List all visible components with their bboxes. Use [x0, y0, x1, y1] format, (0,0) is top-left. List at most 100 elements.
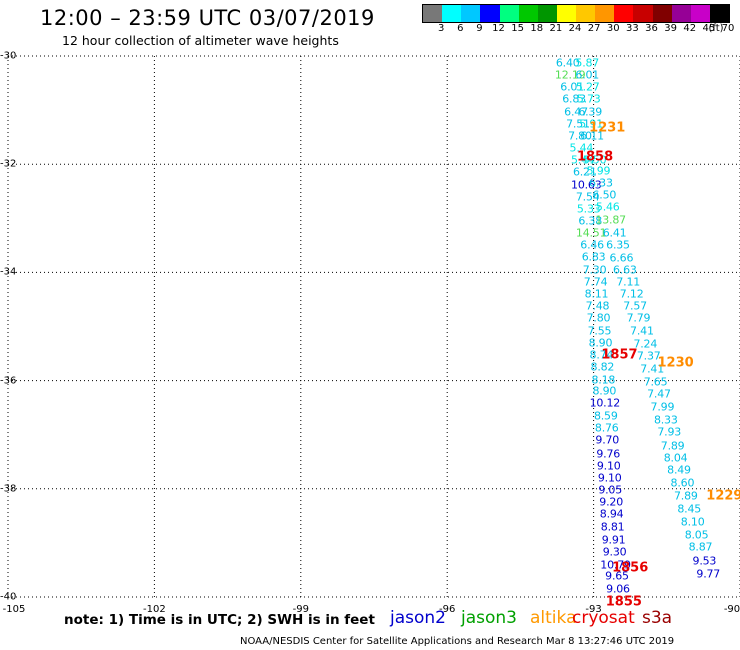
wave-height-value: 8.82	[590, 360, 615, 374]
color-swatch	[614, 5, 634, 22]
wave-height-value: 8.60	[670, 476, 695, 490]
longitude-tick-label: -90	[723, 604, 740, 615]
wave-height-value: 7.41	[640, 362, 665, 376]
wave-height-value: 7.65	[643, 375, 668, 389]
wave-height-value: 7.93	[657, 425, 682, 439]
wave-height-value: 9.77	[696, 567, 721, 581]
pass-time-label: 1230	[657, 355, 694, 371]
pass-time-label: 1858	[576, 149, 614, 165]
wave-height-value: 6.01	[560, 80, 584, 94]
satellite-legend-item: s3a	[642, 608, 673, 628]
wave-height-value: 6.47	[564, 105, 588, 119]
color-swatch	[461, 5, 481, 22]
color-swatch	[499, 5, 519, 22]
wave-height-value: 8.76	[594, 421, 619, 435]
color-scale-bar	[422, 4, 730, 23]
wave-height-value: 6.63	[612, 263, 637, 277]
color-scale-unit: (ft)	[708, 23, 724, 34]
wave-height-value: 7.80	[568, 129, 592, 143]
color-scale-label: 30	[606, 23, 620, 34]
wave-height-value: 6.35	[606, 238, 630, 252]
wave-height-value: 7.99	[650, 400, 675, 414]
wave-height-value: 8.11	[584, 287, 609, 301]
satellite-legend-item: cryosat	[572, 608, 635, 628]
wave-height-value: 10.79	[600, 558, 631, 572]
color-scale-label: 39	[664, 23, 677, 34]
color-swatch	[633, 5, 653, 22]
color-swatch	[652, 5, 672, 22]
wave-height-value: 5.99	[586, 164, 611, 178]
latitude-tick-label: -38	[0, 483, 17, 495]
latitude-tick-label: -30	[0, 50, 17, 62]
wave-height-value: 8.05	[684, 528, 709, 542]
color-scale-label: 27	[587, 23, 601, 34]
wave-height-value: 6.38	[578, 214, 603, 228]
longitude-tick-label: -99	[292, 604, 309, 615]
wave-height-value: 8.81	[600, 520, 625, 534]
wave-height-value: 6.39	[578, 105, 603, 119]
wave-height-value: 7.24	[633, 337, 658, 351]
longitude-tick-label: -105	[2, 604, 26, 615]
satellite-legend-item: jason3	[461, 608, 517, 628]
pass-time-label: 1856	[612, 560, 649, 576]
wave-height-value: 9.65	[605, 569, 629, 583]
latitude-tick-label: -40	[0, 591, 17, 603]
color-scale-label: 24	[568, 23, 582, 34]
pass-time-label: 1857	[601, 347, 638, 363]
wave-height-value: 6.11	[580, 129, 604, 143]
wave-height-value: 10.63	[571, 178, 602, 192]
wave-height-value: 8.04	[663, 451, 688, 465]
color-swatch	[671, 5, 691, 22]
wave-height-value: 9.06	[606, 582, 630, 596]
color-scale-label: 15	[511, 23, 524, 34]
color-scale-label: 70	[721, 23, 735, 34]
wave-height-value: 6.66	[609, 251, 634, 265]
wave-height-value: 12.19	[554, 68, 586, 82]
wave-height-value: 7.89	[660, 439, 685, 453]
wave-height-value: 7.37	[636, 349, 661, 363]
color-scale-label: 45	[702, 23, 716, 34]
color-scale-label: 21	[549, 23, 563, 34]
color-swatch	[576, 5, 596, 22]
pass-time-label: 1855	[605, 594, 642, 610]
wave-height-value: 8.33	[653, 413, 678, 427]
color-scale-label: 36	[645, 23, 658, 34]
longitude-tick-label: -96	[439, 604, 456, 615]
satellite-legend-item: altika	[530, 608, 577, 628]
color-scale-label: 6	[457, 23, 464, 34]
wave-height-value: 9.30	[602, 545, 627, 559]
map-title: 12:00 – 23:59 UTC 03/07/2019	[40, 6, 375, 30]
wave-height-value: 8.10	[680, 515, 705, 529]
wave-height-value: 5.44	[569, 141, 594, 155]
wave-height-value: 6.33	[589, 176, 613, 190]
wave-height-value: 13.87	[595, 213, 626, 227]
color-swatch	[423, 5, 443, 22]
wave-height-value: 7.41	[630, 324, 654, 338]
wave-height-value: 5.87	[575, 56, 600, 70]
wave-height-value: 5.73	[576, 92, 601, 106]
wave-height-value: 9.91	[601, 533, 626, 547]
wave-height-value: 7.54	[575, 190, 600, 204]
wave-height-value: 9.76	[596, 447, 621, 461]
wave-height-value: 9.10	[596, 459, 621, 473]
wave-height-value: 5.27	[575, 80, 600, 94]
color-scale-label: 33	[626, 23, 639, 34]
wave-height-value: 8.49	[667, 463, 691, 477]
pass-time-label: 1231	[589, 120, 626, 136]
map-subtitle: 12 hour collection of altimeter wave hei…	[62, 33, 339, 48]
wave-height-value: 8.87	[688, 540, 713, 554]
longitude-tick-label: -93	[585, 604, 602, 615]
wave-height-value: 9.10	[597, 471, 622, 485]
wave-height-value: 8.74	[589, 348, 614, 362]
wave-height-value: 6.50	[592, 188, 617, 202]
wave-height-value: 7.30	[582, 263, 607, 277]
wave-height-value: 7.80	[586, 311, 611, 325]
color-scale-label: 18	[530, 23, 544, 34]
wave-height-value: 10.12	[589, 396, 621, 410]
wave-height-value: 6.46	[580, 238, 604, 252]
wave-height-value: 6.40	[555, 56, 580, 70]
wave-height-value: 8.94	[599, 507, 624, 521]
color-swatch	[556, 5, 576, 22]
wave-height-value: 5.44	[571, 153, 595, 167]
